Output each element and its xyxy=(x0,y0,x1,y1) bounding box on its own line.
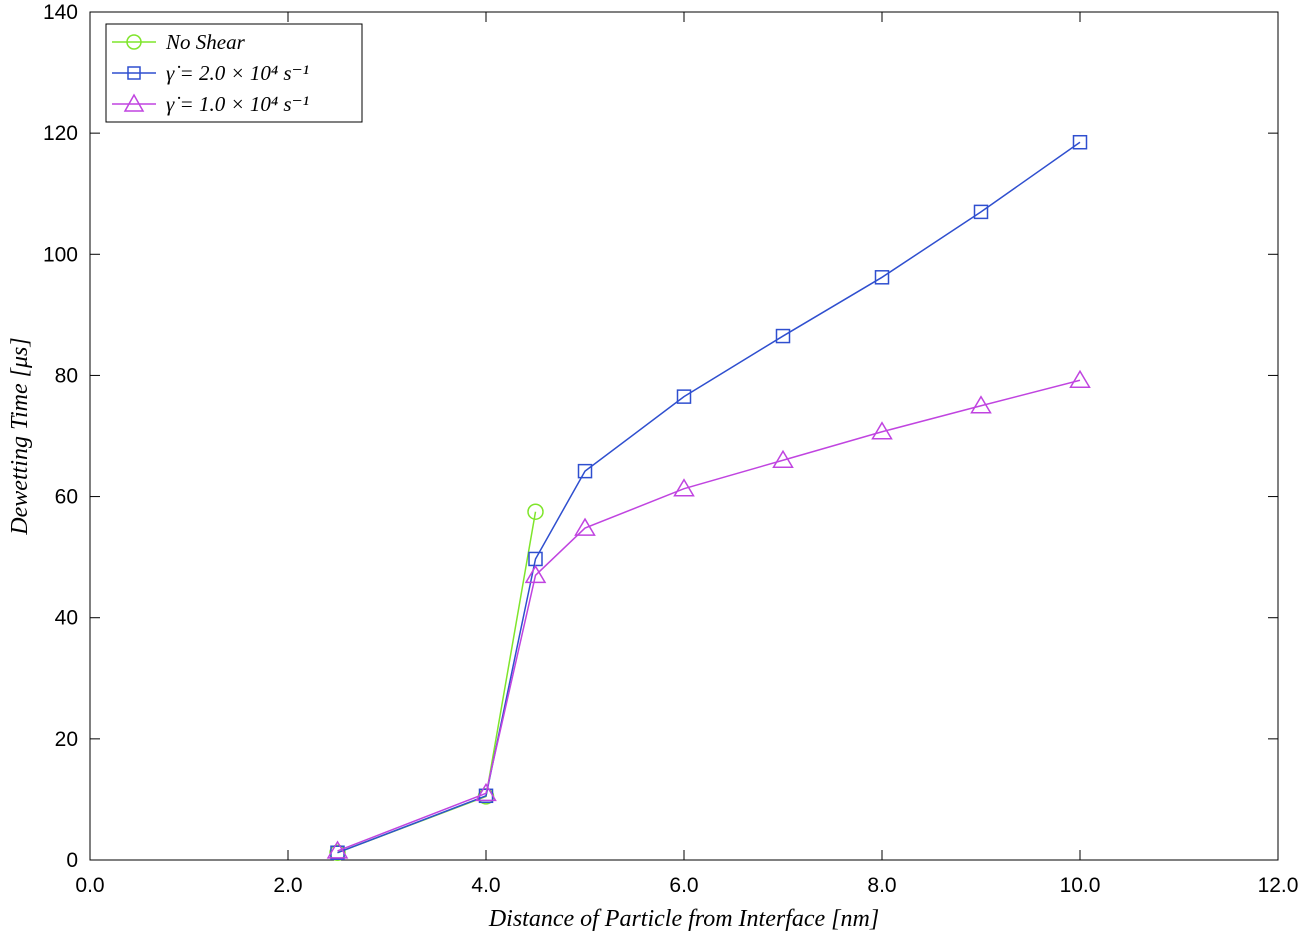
data-point-square xyxy=(775,328,791,344)
series-line xyxy=(337,379,1081,852)
data-point-triangle xyxy=(772,449,794,468)
plot-area xyxy=(89,11,1279,861)
y-tick-label: 140 xyxy=(43,1,78,24)
data-point-square xyxy=(1072,134,1088,150)
axis-ticks: 0.0 2.0 4.0 6.0 8.0 10.0 12.0 0 20 40 60 80 100 120 14… xyxy=(43,1,1298,897)
x-tick-label: 6.0 xyxy=(669,874,698,897)
data-point-square xyxy=(973,204,989,220)
legend-item-shear-1e4: γ̇ = 1.0 × 10⁴ s⁻¹ xyxy=(112,92,309,116)
legend-label: γ̇ = 1.0 × 10⁴ s⁻¹ xyxy=(166,92,309,116)
x-tick-label: 0.0 xyxy=(75,874,104,897)
y-tick-label: 100 xyxy=(43,243,78,266)
legend-item-shear-2e4: γ̇ = 2.0 × 10⁴ s⁻¹ xyxy=(112,61,309,85)
series-layer xyxy=(326,134,1091,861)
series-2 xyxy=(326,369,1091,859)
legend-item-no-shear: No Shear xyxy=(112,30,246,54)
y-axis-title: Dewetting Time [μs] xyxy=(7,337,33,535)
x-tick-label: 2.0 xyxy=(273,874,302,897)
legend-marker-triangle xyxy=(123,93,145,112)
y-tick-label: 60 xyxy=(55,486,78,509)
y-tick-label: 20 xyxy=(55,728,78,751)
legend-label: γ̇ = 2.0 × 10⁴ s⁻¹ xyxy=(166,61,309,85)
series-line xyxy=(337,141,1081,854)
data-point-triangle xyxy=(524,564,547,584)
x-tick-label: 4.0 xyxy=(471,874,500,897)
data-point-triangle xyxy=(673,478,695,497)
y-tick-label: 80 xyxy=(55,364,78,387)
x-tick-label: 10.0 xyxy=(1060,874,1101,897)
data-point-triangle xyxy=(871,421,893,440)
x-tick-label: 8.0 xyxy=(867,874,896,897)
data-point-square xyxy=(676,389,692,404)
legend-marker-circle xyxy=(126,34,142,50)
y-tick-label: 120 xyxy=(43,122,78,145)
data-point-square xyxy=(874,270,890,285)
data-point-triangle xyxy=(970,395,992,414)
x-axis-title: Distance of Particle from Interface [nm] xyxy=(488,906,879,932)
y-tick-label: 40 xyxy=(55,607,78,630)
data-point-square xyxy=(577,463,593,479)
legend-marker-square xyxy=(127,66,141,80)
y-tick-label: 0 xyxy=(66,849,78,872)
data-point-triangle xyxy=(475,782,497,802)
legend: No Shear γ̇ = 2.0 × 10⁴ s⁻¹ γ̇ = 1.0 × 1… xyxy=(105,23,363,123)
legend-label: No Shear xyxy=(165,30,246,54)
data-point-triangle xyxy=(1069,369,1091,389)
data-point-circle xyxy=(329,844,346,861)
data-point-triangle xyxy=(574,517,596,536)
data-point-circle xyxy=(527,503,544,520)
data-point-triangle xyxy=(326,840,349,859)
x-tick-label: 12.0 xyxy=(1258,874,1299,897)
